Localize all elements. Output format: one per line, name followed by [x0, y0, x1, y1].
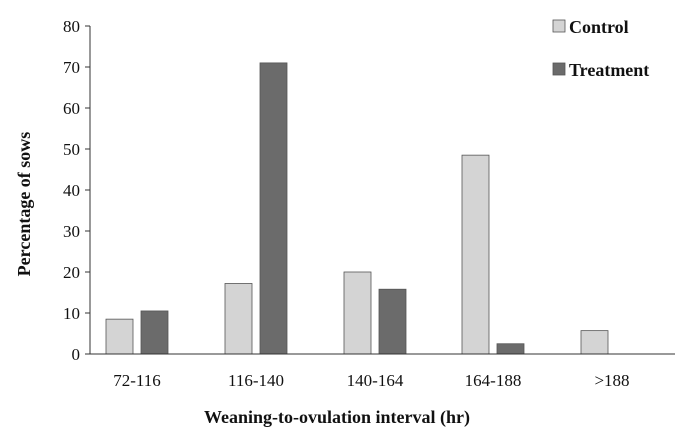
x-axis-ticks: 72-116 116-140 140-164 164-188 >188	[113, 371, 629, 390]
bar-treatment-72-116	[140, 310, 169, 355]
x-tick-label: 116-140	[228, 371, 284, 390]
x-axis-title: Weaning-to-ovulation interval (hr)	[204, 407, 470, 428]
bar-control-72-116	[105, 318, 134, 355]
y-tick-label: 70	[63, 58, 80, 77]
bar-treatment-116-140	[259, 62, 288, 355]
bar-group	[105, 62, 609, 355]
y-tick-label: 0	[72, 345, 81, 364]
legend-swatch-treatment	[552, 62, 566, 76]
axes	[89, 26, 675, 355]
legend-swatch-control	[552, 19, 566, 33]
x-tick-label: >188	[594, 371, 629, 390]
x-tick-label: 140-164	[347, 371, 404, 390]
y-axis-ticks: 0 10 20 30 40 50 60 70 80	[63, 17, 90, 364]
legend-label-treatment: Treatment	[569, 60, 649, 80]
bar-treatment-164-188	[496, 343, 525, 355]
y-tick-label: 50	[63, 140, 80, 159]
legend-label-control: Control	[569, 17, 629, 37]
x-tick-label: 164-188	[465, 371, 522, 390]
y-tick-label: 30	[63, 222, 80, 241]
y-tick-label: 20	[63, 263, 80, 282]
y-tick-label: 80	[63, 17, 80, 36]
bar-treatment-140-164	[378, 288, 407, 355]
bar-control-164-188	[461, 154, 490, 355]
bar-control-116-140	[224, 283, 253, 355]
y-tick-label: 10	[63, 304, 80, 323]
y-tick-label: 40	[63, 181, 80, 200]
y-tick-label: 60	[63, 99, 80, 118]
legend: Control Treatment	[552, 17, 649, 80]
x-tick-label: 72-116	[113, 371, 161, 390]
bar-control-140-164	[343, 271, 372, 355]
y-axis-title: Percentage of sows	[14, 132, 34, 277]
bar-control->188	[580, 330, 609, 355]
